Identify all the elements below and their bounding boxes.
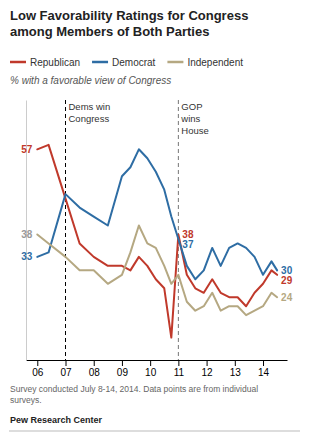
legend-swatch <box>10 61 26 64</box>
x-tick-mark <box>263 360 264 366</box>
x-tick: 07 <box>60 360 72 378</box>
x-tick-label: 07 <box>60 367 72 378</box>
reference-label-line: GOP <box>181 101 202 112</box>
annotation: 57 <box>21 144 33 155</box>
footnote-line: surveys. <box>10 395 42 405</box>
title-line: Low Favorability Ratings for Congress <box>10 8 248 23</box>
reference-label-line: Congress <box>69 113 110 124</box>
x-tick: 12 <box>202 360 214 378</box>
x-tick-mark <box>37 360 38 366</box>
x-tick-label: 06 <box>32 367 44 378</box>
x-tick: 14 <box>258 360 270 378</box>
legend: Republican Democrat Independent <box>10 57 243 68</box>
x-tick-label: 09 <box>117 367 129 378</box>
title: Low Favorability Ratings for Congressamo… <box>10 8 248 39</box>
reference-line <box>178 100 179 360</box>
legend-item: Republican <box>10 57 80 68</box>
legend-swatch <box>92 61 108 64</box>
x-tick: 08 <box>89 360 101 378</box>
series-line <box>37 145 277 338</box>
title-line: among Members of Both Parties <box>10 24 209 39</box>
x-tick-label: 13 <box>230 367 242 378</box>
source: Pew Research Center <box>10 415 103 425</box>
legend-swatch <box>167 61 183 64</box>
reference-line <box>65 100 66 360</box>
plot-area: 06 07 08 09 10 11 12 13 14 Dems winCongress GOPwin… <box>21 100 293 378</box>
annotation: 38 <box>21 229 33 240</box>
x-tick-label: 10 <box>145 367 157 378</box>
bottom-rule <box>9 431 300 432</box>
reference-label-line: House <box>181 125 208 136</box>
legend-label: Republican <box>30 57 80 68</box>
source-line: Pew Research Center <box>10 415 103 425</box>
x-axis: 06 07 08 09 10 11 12 13 14 <box>27 360 288 378</box>
annotation: 29 <box>281 275 293 286</box>
x-tick-mark <box>150 360 151 366</box>
reference-label: Dems winCongress <box>69 101 111 124</box>
marks <box>37 100 277 360</box>
x-tick: 10 <box>145 360 157 378</box>
reference-label-line: wins <box>180 113 200 124</box>
x-tick-mark <box>66 360 67 366</box>
legend-label: Independent <box>187 57 243 68</box>
x-tick: 11 <box>174 360 185 378</box>
x-tick-label: 14 <box>258 367 270 378</box>
x-tick-label: 11 <box>174 367 185 378</box>
x-tick: 09 <box>117 360 129 378</box>
legend-label: Democrat <box>112 57 156 68</box>
subtitle: % with a favorable view of Congress <box>10 75 171 86</box>
x-tick-label: 12 <box>202 367 214 378</box>
series-line <box>37 226 277 316</box>
x-tick: 13 <box>230 360 242 378</box>
x-tick-mark <box>207 360 208 366</box>
footnote-line: Survey conducted July 8-14, 2014. Data p… <box>10 384 258 394</box>
x-tick-mark <box>94 360 95 366</box>
reference-label-line: Dems win <box>69 101 111 112</box>
x-tick: 06 <box>32 360 44 378</box>
annotation: 24 <box>281 292 293 303</box>
series-line <box>37 149 277 279</box>
x-tick-label: 08 <box>89 367 101 378</box>
x-tick-mark <box>178 360 179 366</box>
legend-item: Democrat <box>92 57 156 68</box>
legend-item: Independent <box>167 57 243 68</box>
annotation: 33 <box>21 251 33 262</box>
reference-label: GOPwinsHouse <box>180 101 208 136</box>
plot-texts: Dems winCongressGOPwinsHouse573837383330… <box>21 101 293 303</box>
x-tick-mark <box>235 360 236 366</box>
chart: Low Favorability Ratings for Congressamo… <box>0 0 309 440</box>
annotation: 37 <box>182 239 194 250</box>
footnote: Survey conducted July 8-14, 2014. Data p… <box>10 384 258 405</box>
subtitle-line: % with a favorable view of Congress <box>10 75 171 86</box>
x-tick-mark <box>122 360 123 366</box>
